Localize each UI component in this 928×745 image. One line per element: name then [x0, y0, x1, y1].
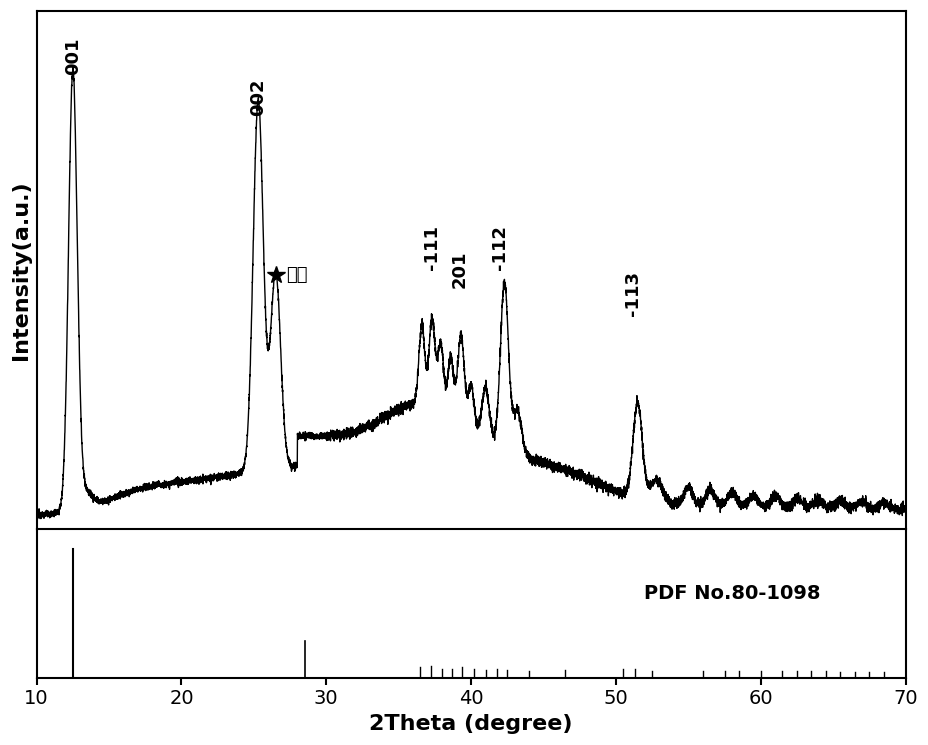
- Text: -111: -111: [422, 225, 441, 270]
- Y-axis label: Intensity(a.u.): Intensity(a.u.): [11, 180, 31, 360]
- Text: PDF No.80-1098: PDF No.80-1098: [643, 584, 819, 603]
- X-axis label: 2Theta (degree): 2Theta (degree): [369, 714, 573, 734]
- Text: 201: 201: [450, 251, 468, 288]
- Text: 002: 002: [249, 78, 267, 115]
- Text: 001: 001: [64, 37, 82, 74]
- Text: -112: -112: [491, 225, 509, 270]
- Text: -113: -113: [624, 270, 641, 316]
- Text: 碳布: 碳布: [286, 266, 307, 284]
